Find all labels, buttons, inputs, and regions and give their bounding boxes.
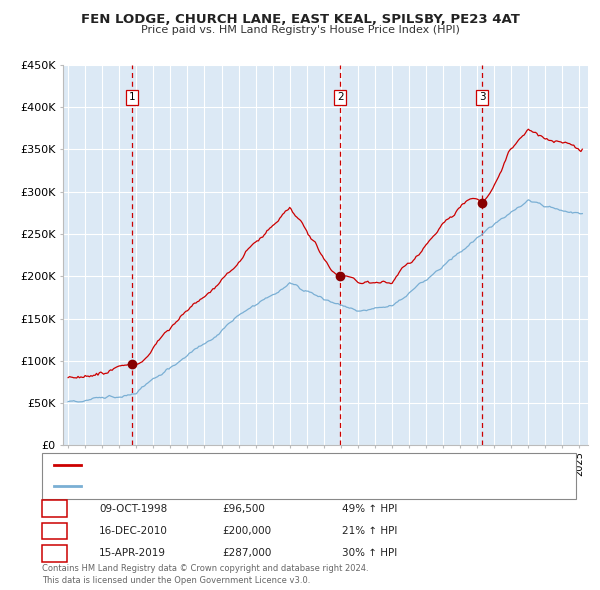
Text: 3: 3 <box>479 92 485 102</box>
Text: 2: 2 <box>337 92 343 102</box>
Text: £287,000: £287,000 <box>222 549 271 558</box>
Text: 21% ↑ HPI: 21% ↑ HPI <box>342 526 397 536</box>
Text: 16-DEC-2010: 16-DEC-2010 <box>99 526 168 536</box>
Text: 1: 1 <box>51 504 58 513</box>
Text: FEN LODGE, CHURCH LANE, EAST KEAL, SPILSBY, PE23 4AT (detached house): FEN LODGE, CHURCH LANE, EAST KEAL, SPILS… <box>87 460 472 470</box>
Text: Price paid vs. HM Land Registry's House Price Index (HPI): Price paid vs. HM Land Registry's House … <box>140 25 460 35</box>
Text: Contains HM Land Registry data © Crown copyright and database right 2024.
This d: Contains HM Land Registry data © Crown c… <box>42 565 368 585</box>
Text: £96,500: £96,500 <box>222 504 265 513</box>
Text: 2: 2 <box>51 526 58 536</box>
Text: FEN LODGE, CHURCH LANE, EAST KEAL, SPILSBY, PE23 4AT: FEN LODGE, CHURCH LANE, EAST KEAL, SPILS… <box>80 13 520 26</box>
Text: £200,000: £200,000 <box>222 526 271 536</box>
Text: HPI: Average price, detached house, East Lindsey: HPI: Average price, detached house, East… <box>87 481 334 491</box>
Text: 15-APR-2019: 15-APR-2019 <box>99 549 166 558</box>
Text: 09-OCT-1998: 09-OCT-1998 <box>99 504 167 513</box>
Text: 49% ↑ HPI: 49% ↑ HPI <box>342 504 397 513</box>
Text: 1: 1 <box>129 92 136 102</box>
Text: 3: 3 <box>51 549 58 558</box>
Text: 30% ↑ HPI: 30% ↑ HPI <box>342 549 397 558</box>
